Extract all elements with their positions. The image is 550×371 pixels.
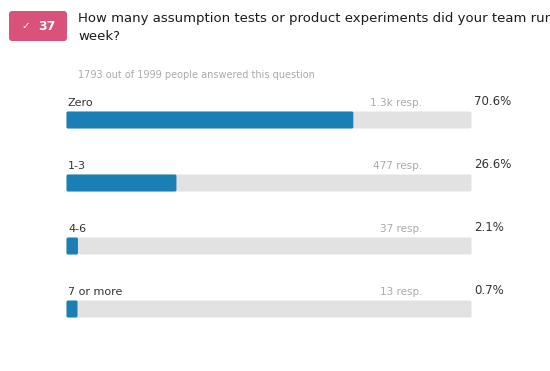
FancyBboxPatch shape — [67, 112, 471, 128]
FancyBboxPatch shape — [67, 237, 471, 255]
FancyBboxPatch shape — [67, 112, 353, 128]
Text: 1.3k resp.: 1.3k resp. — [370, 98, 422, 108]
Text: 13 resp.: 13 resp. — [379, 287, 422, 297]
Text: 7 or more: 7 or more — [68, 287, 122, 297]
FancyBboxPatch shape — [67, 174, 177, 191]
FancyBboxPatch shape — [67, 301, 78, 318]
FancyBboxPatch shape — [67, 301, 471, 318]
FancyBboxPatch shape — [67, 174, 471, 191]
Text: Zero: Zero — [68, 98, 94, 108]
Text: 1-3: 1-3 — [68, 161, 86, 171]
Text: 1793 out of 1999 people answered this question: 1793 out of 1999 people answered this qu… — [78, 70, 315, 80]
Text: 37 resp.: 37 resp. — [379, 224, 422, 234]
Text: 70.6%: 70.6% — [474, 95, 512, 108]
Text: How many assumption tests or product experiments did your team run last
week?: How many assumption tests or product exp… — [78, 12, 550, 43]
Text: 26.6%: 26.6% — [474, 158, 512, 171]
Text: ✓: ✓ — [21, 21, 30, 31]
Text: 37: 37 — [39, 20, 56, 33]
Text: 477 resp.: 477 resp. — [373, 161, 422, 171]
FancyBboxPatch shape — [9, 11, 67, 41]
Text: 4-6: 4-6 — [68, 224, 86, 234]
Text: 0.7%: 0.7% — [474, 284, 504, 297]
FancyBboxPatch shape — [67, 237, 78, 255]
Text: 2.1%: 2.1% — [474, 221, 504, 234]
